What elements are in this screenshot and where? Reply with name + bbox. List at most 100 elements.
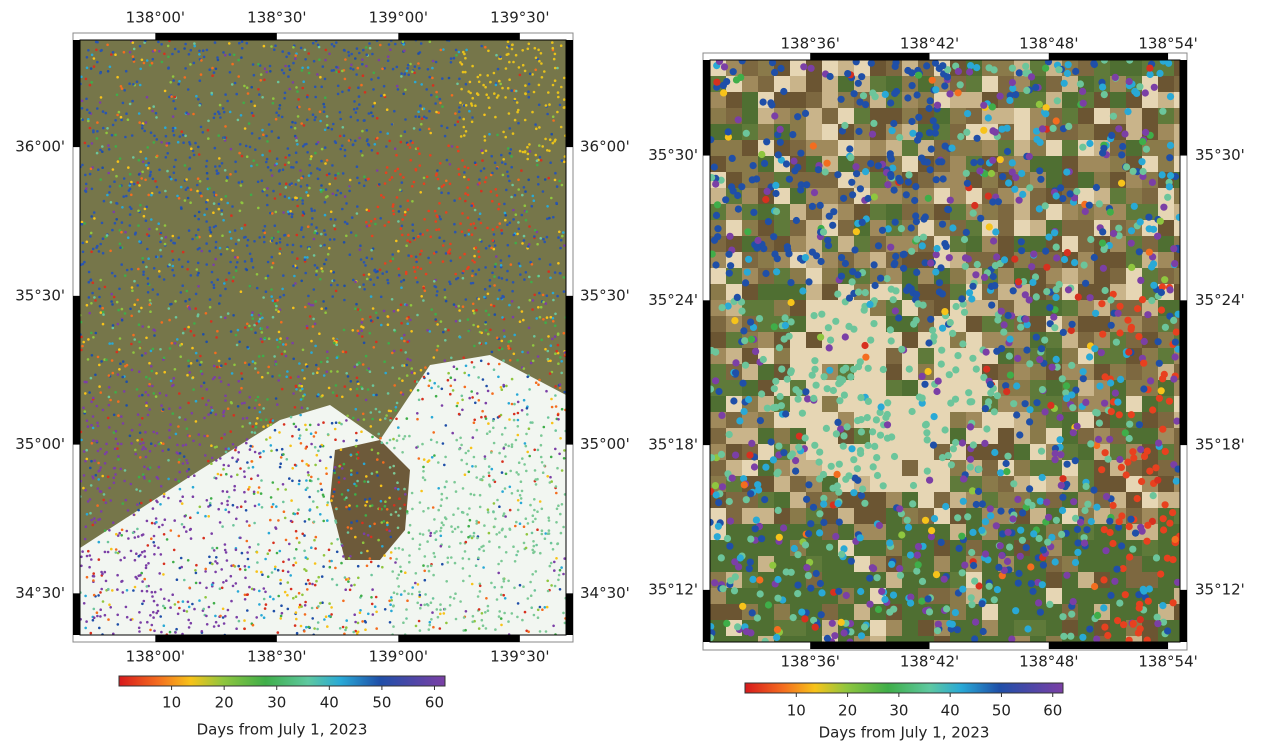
event-dot: [379, 217, 382, 220]
event-dot: [333, 45, 336, 48]
event-dot: [544, 348, 547, 351]
event-dot: [558, 453, 561, 456]
event-dot: [441, 185, 444, 188]
event-dot: [131, 369, 134, 372]
event-dot: [182, 332, 185, 335]
event-dot: [233, 364, 236, 367]
event-dot: [371, 449, 374, 452]
event-dot: [198, 433, 201, 436]
event-dot: [172, 259, 175, 262]
event-dot: [253, 588, 256, 591]
event-dot: [488, 245, 491, 248]
event-dot: [178, 416, 181, 419]
event-dot: [92, 415, 95, 418]
event-dot: [113, 211, 116, 214]
colorbar-tick-label: 20: [215, 694, 234, 712]
event-dot: [423, 376, 426, 379]
event-dot: [154, 180, 157, 183]
event-dot: [291, 121, 294, 124]
event-dot: [369, 370, 372, 373]
terrain-cell: [742, 108, 758, 124]
event-dot: [304, 256, 307, 259]
event-dot: [148, 228, 151, 231]
event-dot: [538, 104, 541, 107]
event-dot: [332, 271, 335, 274]
event-dot: [147, 167, 150, 170]
terrain-cell: [998, 268, 1014, 284]
event-dot: [353, 613, 356, 616]
event-dot: [330, 542, 333, 545]
event-dot: [90, 558, 93, 561]
event-dot: [429, 40, 432, 43]
event-dot: [462, 557, 465, 560]
event-dot: [101, 222, 104, 225]
event-dot: [146, 590, 149, 593]
event-dot: [433, 285, 436, 288]
event-dot: [348, 87, 351, 90]
event-dot: [401, 548, 404, 551]
event-dot: [307, 194, 310, 197]
terrain-cell: [726, 92, 742, 108]
event-dot: [331, 295, 334, 298]
event-dot: [275, 505, 278, 508]
event-dot: [198, 104, 201, 107]
event-dot: [110, 548, 113, 551]
event-dot: [106, 127, 109, 130]
event-dot: [467, 194, 470, 197]
event-dot: [516, 616, 519, 619]
lat-label-right: 35°30': [580, 286, 630, 304]
event-dot: [338, 70, 341, 73]
terrain-cell: [726, 140, 742, 156]
event-dot: [269, 65, 272, 68]
event-dot: [188, 53, 191, 56]
event-dot: [344, 195, 347, 198]
event-dot: [501, 490, 504, 493]
event-dot: [555, 350, 558, 353]
event-dot: [500, 229, 503, 232]
event-dot: [167, 56, 170, 59]
event-dot: [458, 106, 461, 109]
event-dot: [356, 472, 359, 475]
event-dot: [246, 323, 249, 326]
event-dot: [499, 222, 502, 225]
event-dot: [535, 317, 538, 320]
event-dot: [119, 157, 122, 160]
event-dot: [115, 430, 118, 433]
event-dot: [188, 435, 191, 438]
event-dot: [95, 49, 98, 52]
event-dot: [231, 249, 234, 252]
event-dot: [524, 190, 527, 193]
event-dot: [106, 44, 109, 47]
event-dot: [254, 431, 257, 434]
event-dot: [286, 337, 289, 340]
terrain-cell: [822, 572, 838, 588]
event-dot: [317, 621, 320, 624]
event-dot: [471, 97, 474, 100]
event-dot: [211, 67, 214, 70]
event-dot: [401, 451, 404, 454]
event-dot: [314, 547, 317, 550]
event-dot: [174, 603, 177, 606]
event-dot: [411, 200, 414, 203]
event-dot: [141, 127, 144, 130]
event-dot: [149, 614, 152, 617]
event-dot: [396, 196, 399, 199]
event-dot: [177, 50, 180, 53]
event-dot: [189, 143, 192, 146]
event-dot: [445, 252, 448, 255]
event-dot: [194, 142, 197, 145]
terrain-cell: [998, 204, 1014, 220]
terrain-cell: [806, 284, 822, 300]
event-dot: [277, 488, 280, 491]
event-dot: [252, 466, 255, 469]
event-dot: [156, 501, 159, 504]
terrain-cell: [806, 76, 822, 92]
event-dot: [459, 437, 462, 440]
event-dot: [244, 260, 247, 263]
event-dot: [200, 73, 203, 76]
event-dot: [350, 116, 353, 119]
event-dot: [211, 547, 214, 550]
event-dot: [256, 164, 259, 167]
event-dot: [293, 557, 296, 560]
event-dot: [236, 506, 239, 509]
